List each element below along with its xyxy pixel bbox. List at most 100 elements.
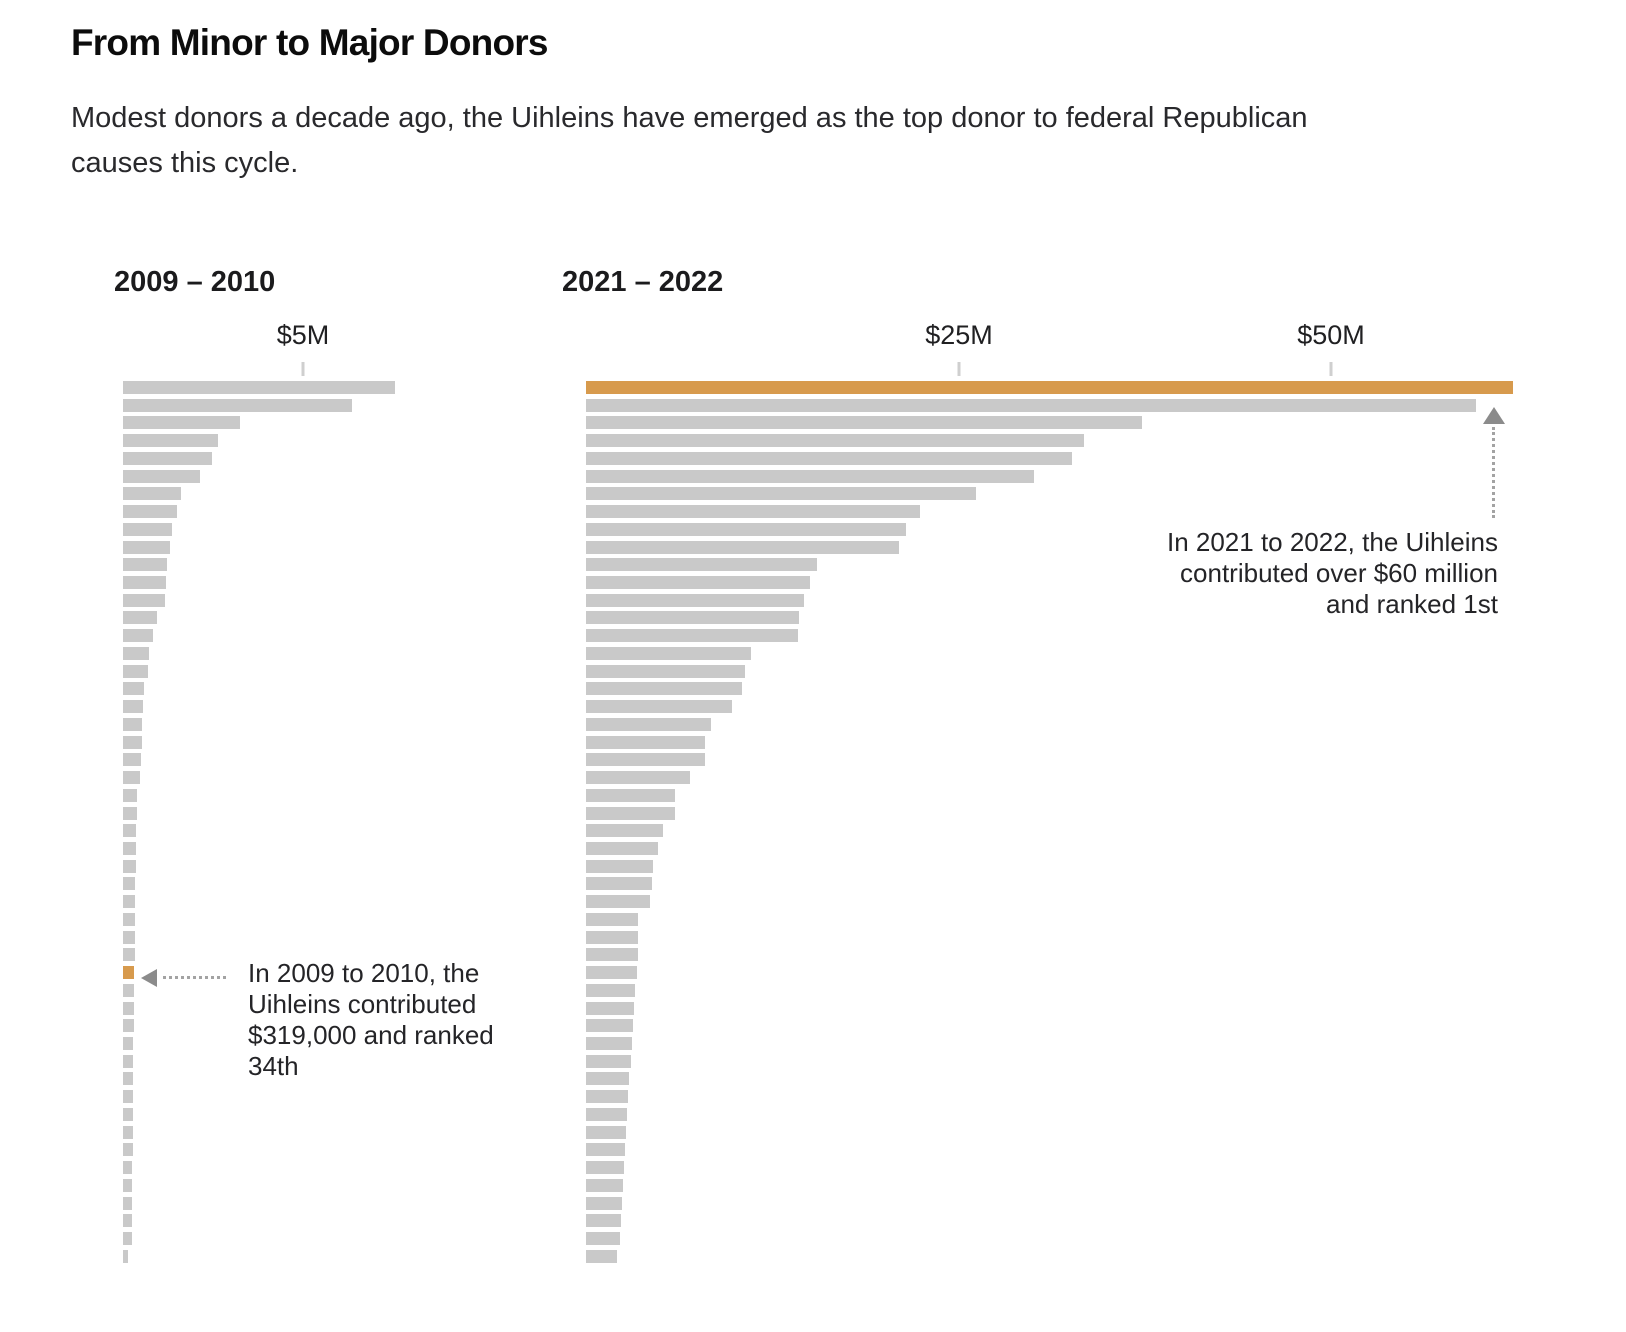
donor-bar (123, 771, 140, 785)
chart-2009-2010: $5M (123, 320, 586, 1271)
donor-bar (586, 434, 1084, 448)
donor-bar (123, 381, 395, 394)
donor-bar (586, 912, 638, 926)
donor-bar (123, 664, 148, 678)
annotation-2021-2022: In 2021 to 2022, the Uihleins contribute… (1167, 527, 1498, 620)
donor-bar (586, 451, 1072, 465)
donor-bar (586, 1161, 624, 1175)
donor-bar (123, 469, 200, 483)
donor-bar (586, 717, 711, 731)
donor-bar (586, 859, 653, 873)
donor-bar (586, 841, 658, 855)
donor-bar (123, 558, 167, 572)
donor-bar (586, 735, 705, 749)
highlighted-bar-uihleins (586, 381, 1513, 394)
donor-bar (123, 522, 172, 536)
donor-bar (586, 771, 690, 785)
donor-bar (123, 1125, 133, 1139)
donor-bar (586, 611, 799, 625)
donor-bar (123, 434, 218, 448)
donor-bar (123, 859, 136, 873)
donor-bar (586, 1214, 621, 1228)
donor-bar (123, 646, 149, 660)
highlighted-bar-uihleins (123, 966, 134, 980)
donor-bar (586, 966, 637, 980)
donor-bar (586, 1143, 625, 1157)
donor-bar (123, 1178, 132, 1192)
annotation-line: In 2009 to 2010, the (248, 958, 480, 988)
donor-bar (586, 1001, 634, 1015)
donor-bar (123, 576, 166, 590)
donor-bar (123, 416, 240, 430)
annotation-line: and ranked 1st (1325, 589, 1498, 619)
donor-bar (586, 576, 810, 590)
donor-bar (586, 1107, 627, 1121)
donor-bar (123, 824, 136, 838)
donor-bar (123, 788, 137, 802)
donor-bar (123, 717, 142, 731)
donor-bar (123, 1001, 134, 1015)
donor-bar (586, 1019, 633, 1033)
donor-bar (586, 1090, 628, 1104)
donor-bar (586, 629, 798, 643)
donor-bar (586, 398, 1476, 412)
donor-bar (123, 1196, 132, 1210)
donor-bar (123, 1107, 133, 1121)
donor-bar (586, 682, 742, 696)
donor-bar (586, 469, 1034, 483)
arrow-left-icon (141, 969, 157, 987)
donor-bar (123, 398, 352, 412)
donor-bar (586, 1196, 622, 1210)
donor-bar (586, 416, 1142, 430)
donor-bar (123, 983, 134, 997)
donor-bar (586, 948, 638, 962)
donor-bar (123, 700, 143, 714)
donor-bar (123, 1072, 133, 1086)
dotted-leader-line-vertical (1492, 427, 1495, 518)
donor-bar (123, 540, 170, 554)
donor-bar (586, 1232, 620, 1246)
donor-bar (123, 948, 135, 962)
donor-bar (123, 912, 135, 926)
donor-bar (123, 930, 135, 944)
donor-bar (586, 664, 745, 678)
donor-bar (123, 451, 212, 465)
chart-2021-2022: $25M $50M (586, 320, 1626, 1271)
donor-bar (123, 753, 141, 767)
axis-tick-label: $25M (925, 320, 993, 350)
donor-bar (586, 1178, 623, 1192)
donor-bar (586, 1054, 631, 1068)
donor-bar (586, 505, 920, 519)
donor-bar (586, 540, 899, 554)
donor-bar (586, 753, 705, 767)
donor-bar (586, 558, 817, 572)
page-subtitle: Modest donors a decade ago, the Uihleins… (71, 96, 1308, 186)
donor-bar (123, 505, 177, 519)
donor-bar (586, 646, 751, 660)
donor-bar (123, 1037, 133, 1050)
donor-bar (123, 682, 144, 696)
panel-title-2021-2022: 2021 – 2022 (562, 266, 724, 298)
axis-tick-mark (957, 362, 961, 376)
donor-bar (123, 593, 165, 607)
donor-bar (586, 895, 650, 909)
axis-tick-label: $5M (276, 320, 330, 350)
donor-bar (586, 1249, 617, 1263)
donor-bar (586, 1125, 626, 1139)
annotation-line: contributed over $60 million (1180, 558, 1498, 588)
donor-bar (586, 788, 675, 802)
arrow-up-icon (1483, 407, 1505, 424)
donor-bar (123, 1161, 132, 1175)
annotation-2009-2010: In 2009 to 2010, the Uihleins contribute… (248, 958, 494, 1082)
donor-bar (123, 735, 142, 749)
dotted-leader-line-horizontal (163, 976, 226, 979)
donor-bar (123, 1249, 128, 1263)
axis-tick-mark (1329, 362, 1333, 376)
donor-bar (123, 611, 157, 625)
donor-bar (586, 930, 638, 944)
donor-bar (586, 593, 804, 607)
subtitle-line-2: causes this cycle. (71, 147, 299, 179)
donor-bar (123, 877, 135, 891)
axis-tick-label: $50M (1297, 320, 1365, 350)
donor-bar (586, 1072, 629, 1086)
